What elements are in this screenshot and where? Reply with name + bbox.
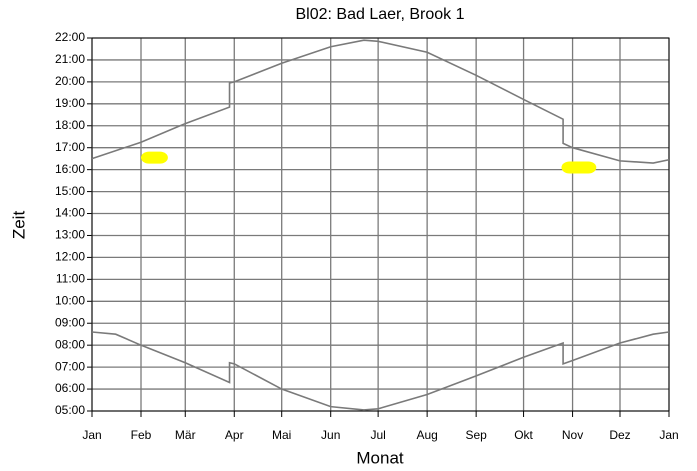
y-tick-label: 18:00 bbox=[55, 118, 85, 132]
y-tick-label: 19:00 bbox=[55, 96, 85, 110]
plot-frame bbox=[91, 37, 670, 412]
y-axis-label: Zeit bbox=[9, 211, 28, 240]
y-tick-label: 16:00 bbox=[55, 162, 85, 176]
y-tick-label: 08:00 bbox=[55, 337, 85, 351]
series-line bbox=[91, 39, 670, 164]
x-tick-label: Jan bbox=[659, 428, 678, 442]
y-tick-label: 22:00 bbox=[55, 30, 85, 44]
x-tick-label: Jun bbox=[321, 428, 340, 442]
x-tick-label: Mär bbox=[175, 428, 196, 442]
x-tick-label: Apr bbox=[225, 428, 244, 442]
y-tick-label: 06:00 bbox=[55, 381, 85, 395]
x-tick-label: Sep bbox=[465, 428, 487, 442]
x-tick-label: Nov bbox=[562, 428, 583, 442]
y-tick-label: 05:00 bbox=[55, 403, 85, 417]
y-tick-label: 21:00 bbox=[55, 52, 85, 66]
x-tick-label: Feb bbox=[131, 428, 152, 442]
y-tick-label: 15:00 bbox=[55, 184, 85, 198]
x-tick-label: Jul bbox=[370, 428, 385, 442]
highlight bbox=[561, 161, 597, 174]
y-tick-label: 10:00 bbox=[55, 293, 85, 307]
x-tick-label: Okt bbox=[514, 428, 533, 442]
x-tick-label: Aug bbox=[416, 428, 437, 442]
highlight bbox=[141, 151, 168, 164]
series-line bbox=[91, 331, 670, 411]
y-tick-label: 13:00 bbox=[55, 228, 85, 242]
x-tick-label: Mai bbox=[272, 428, 291, 442]
x-tick-label: Dez bbox=[609, 428, 630, 442]
y-tick-label: 12:00 bbox=[55, 250, 85, 264]
y-tick-label: 11:00 bbox=[56, 272, 85, 286]
x-tick-label: Jan bbox=[82, 428, 101, 442]
y-tick-label: 09:00 bbox=[55, 315, 85, 329]
y-tick-label: 20:00 bbox=[55, 74, 85, 88]
y-tick-label: 17:00 bbox=[55, 140, 85, 154]
y-tick-label: 07:00 bbox=[55, 359, 85, 373]
y-tick-label: 14:00 bbox=[55, 206, 85, 220]
x-axis-label: Monat bbox=[356, 448, 404, 467]
chart-title: Bl02: Bad Laer, Brook 1 bbox=[296, 6, 465, 23]
